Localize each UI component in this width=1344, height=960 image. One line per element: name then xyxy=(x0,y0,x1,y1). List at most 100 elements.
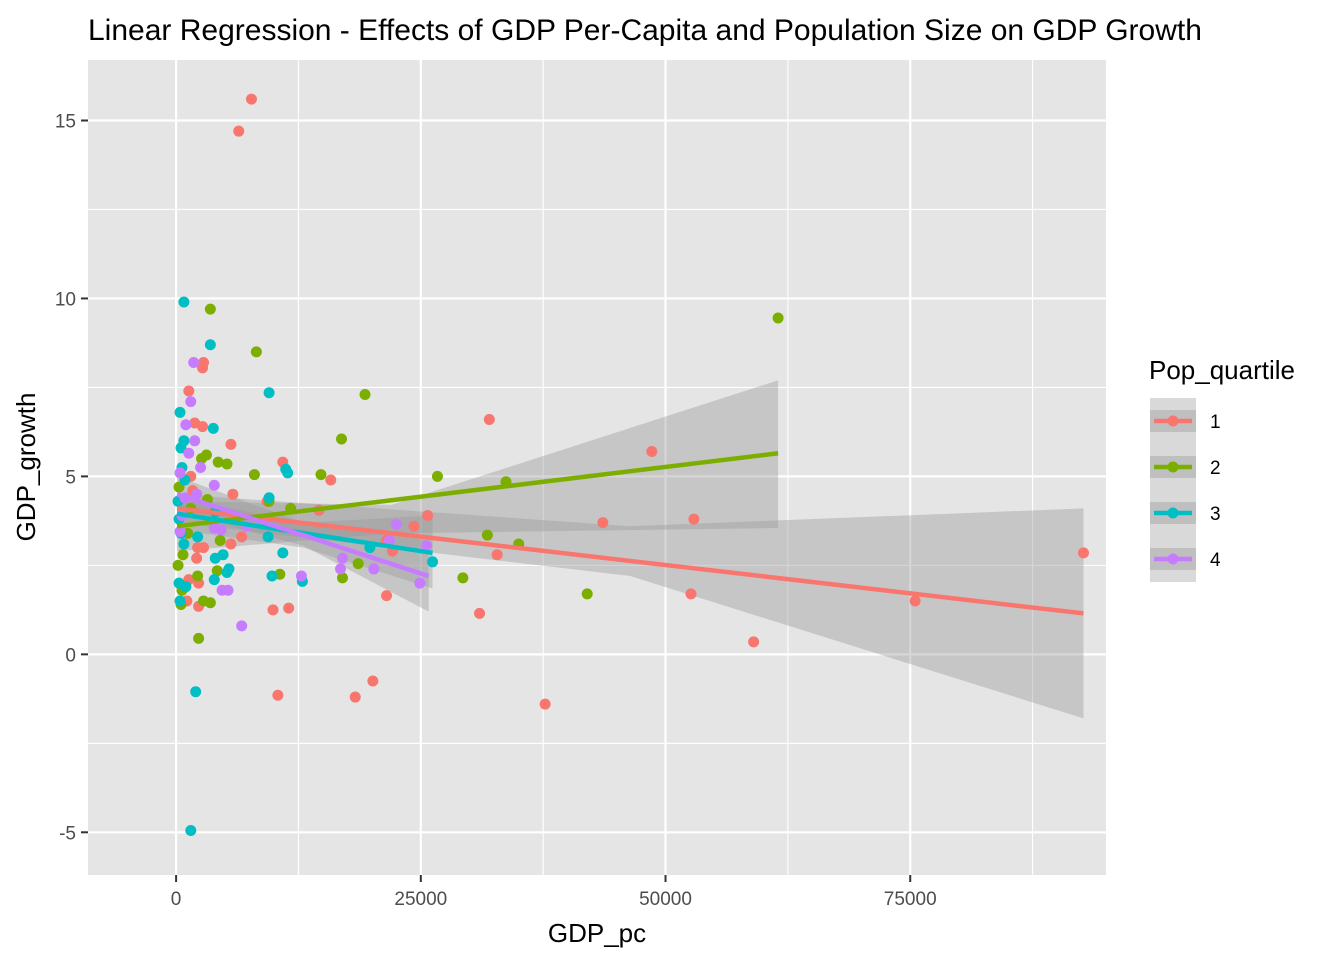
data-point-1 xyxy=(483,413,495,425)
data-point-3 xyxy=(221,566,233,578)
data-point-1 xyxy=(245,93,257,105)
data-point-2 xyxy=(214,534,226,546)
data-point-2 xyxy=(221,458,233,470)
regression-line-1 xyxy=(176,506,1084,616)
data-point-4 xyxy=(337,552,348,564)
data-point-4 xyxy=(216,584,228,596)
legend: Pop_quartile 1 2 3 4 xyxy=(1149,355,1295,582)
legend-key-point xyxy=(1167,553,1179,565)
data-point-1 xyxy=(367,675,379,687)
x-axis-title: GDP_pc xyxy=(548,918,646,948)
x-tick-label: 75000 xyxy=(884,889,937,910)
data-point-2 xyxy=(212,456,224,468)
regression-line-4 xyxy=(176,492,430,579)
data-point-3 xyxy=(174,595,186,607)
data-point-1 xyxy=(646,445,658,457)
data-point-3 xyxy=(217,549,229,561)
data-point-1 xyxy=(227,488,239,500)
data-point-4 xyxy=(383,534,395,546)
data-point-3 xyxy=(190,686,202,698)
data-point-3 xyxy=(262,531,274,543)
data-point-4 xyxy=(180,419,192,431)
y-tick-label: 0 xyxy=(65,645,76,666)
data-point-4 xyxy=(174,467,186,479)
legend-label: 2 xyxy=(1210,458,1221,479)
regression-line-2 xyxy=(176,451,779,529)
legend-key-point xyxy=(1167,507,1179,519)
data-point-1 xyxy=(597,517,609,529)
data-point-3 xyxy=(263,492,275,504)
legend-title: Pop_quartile xyxy=(1149,355,1295,385)
data-point-4 xyxy=(215,524,227,536)
data-point-1 xyxy=(685,588,697,600)
data-point-2 xyxy=(315,469,327,481)
data-point-2 xyxy=(192,570,204,582)
data-point-1 xyxy=(349,691,361,703)
data-point-1 xyxy=(183,385,195,397)
legend-label: 1 xyxy=(1210,412,1221,433)
data-point-3 xyxy=(263,387,275,399)
data-point-1 xyxy=(283,602,295,614)
confidence-ribbon-4 xyxy=(177,476,429,612)
data-point-2 xyxy=(248,469,260,481)
data-point-1 xyxy=(408,520,420,532)
plot-panel xyxy=(88,60,1106,875)
data-point-3 xyxy=(282,467,294,479)
data-point-2 xyxy=(359,389,371,401)
data-point-2 xyxy=(457,572,469,584)
data-point-3 xyxy=(427,556,439,568)
data-point-1 xyxy=(198,542,210,554)
data-point-1 xyxy=(909,595,921,607)
data-point-2 xyxy=(772,312,784,324)
data-point-3 xyxy=(178,296,190,308)
data-point-1 xyxy=(381,590,393,602)
data-point-4 xyxy=(295,570,307,582)
data-point-2 xyxy=(336,433,348,445)
data-point-3 xyxy=(204,339,216,351)
data-point-1 xyxy=(236,531,248,543)
regression-lines xyxy=(176,451,1084,616)
data-point-3 xyxy=(180,581,192,593)
data-point-1 xyxy=(474,607,486,619)
data-point-3 xyxy=(178,538,190,550)
data-point-1 xyxy=(225,538,237,550)
data-point-4 xyxy=(236,620,248,632)
data-point-4 xyxy=(191,488,203,500)
data-point-3 xyxy=(192,531,204,543)
data-point-1 xyxy=(1077,547,1089,559)
data-point-2 xyxy=(481,529,493,541)
data-point-3 xyxy=(266,570,278,582)
data-point-4 xyxy=(421,540,433,552)
data-point-4 xyxy=(368,563,380,575)
data-point-2 xyxy=(352,558,364,570)
data-point-1 xyxy=(422,510,434,522)
data-point-3 xyxy=(175,442,187,454)
data-point-4 xyxy=(188,357,200,369)
data-point-3 xyxy=(207,422,219,434)
data-point-2 xyxy=(177,549,189,561)
data-point-3 xyxy=(185,825,197,837)
data-point-3 xyxy=(277,547,289,559)
data-point-1 xyxy=(748,636,760,648)
data-point-1 xyxy=(191,552,203,564)
data-point-1 xyxy=(233,125,245,137)
y-tick-label: 10 xyxy=(55,289,76,310)
data-point-4 xyxy=(390,518,402,530)
x-tick-label: 0 xyxy=(171,889,182,910)
data-point-3 xyxy=(208,574,220,586)
data-point-4 xyxy=(414,577,426,589)
data-point-1 xyxy=(197,362,209,374)
data-point-1 xyxy=(225,438,237,450)
legend-label: 4 xyxy=(1210,550,1221,571)
data-point-4 xyxy=(189,435,201,447)
data-point-1 xyxy=(197,421,209,433)
y-tick-label: -5 xyxy=(59,823,76,844)
data-point-2 xyxy=(581,588,593,600)
data-point-4 xyxy=(174,526,186,538)
x-tick-label: 25000 xyxy=(394,889,447,910)
grid-lines xyxy=(88,60,1106,875)
data-point-1 xyxy=(688,513,700,525)
confidence-ribbon-1 xyxy=(177,494,1084,719)
data-point-1 xyxy=(272,689,284,701)
